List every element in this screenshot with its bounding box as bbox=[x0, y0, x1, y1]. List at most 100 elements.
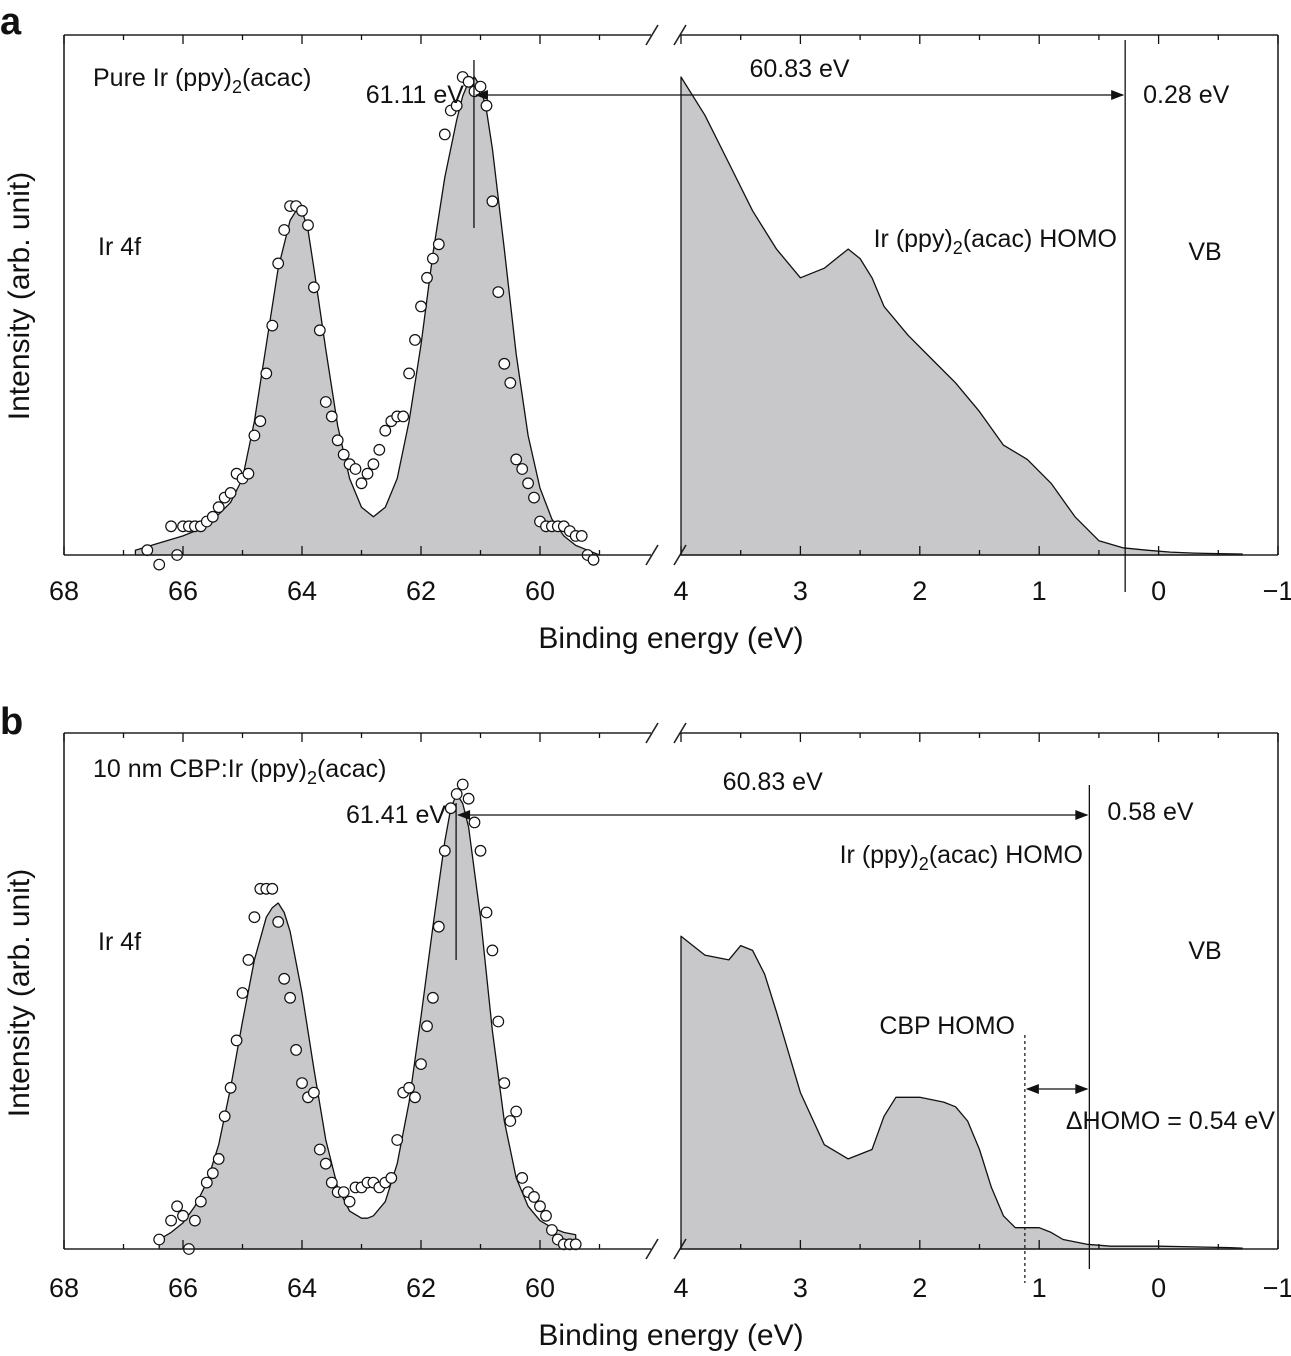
x-tick-label: −1 bbox=[1263, 1273, 1291, 1303]
y-axis-title: Intensity (arb. unit) bbox=[3, 869, 36, 1117]
ir4f-data-point bbox=[432, 920, 445, 933]
ir4f-data-point bbox=[308, 281, 320, 294]
ir4f-data-point bbox=[486, 944, 499, 957]
core-level-label: Ir 4f bbox=[98, 233, 141, 261]
ir4f-data-point bbox=[141, 544, 154, 557]
homo-onset-label: 0.28 eV bbox=[1143, 81, 1230, 109]
ir4f-data-point bbox=[432, 238, 445, 251]
ir4f-data-point bbox=[474, 80, 487, 93]
valence-band-area bbox=[680, 76, 1243, 556]
axis-break-mark-bottom bbox=[645, 1238, 659, 1260]
y-axis-title: Intensity (arb. unit) bbox=[3, 172, 36, 420]
homo-label: Ir (ppy)2(acac) HOMO bbox=[840, 841, 1083, 874]
x-tick-label: 3 bbox=[793, 576, 808, 606]
x-tick-label: 60 bbox=[525, 576, 555, 606]
ir4f-data-point bbox=[278, 224, 291, 236]
homo-label: Ir (ppy)2(acac) HOMO bbox=[874, 225, 1117, 258]
ir4f-data-point bbox=[444, 802, 457, 815]
ir4f-data-point bbox=[343, 1195, 356, 1208]
x-tick-label: 66 bbox=[168, 576, 198, 606]
ir4f-data-point bbox=[516, 463, 529, 475]
axis-break-mark-top bbox=[645, 24, 659, 46]
ir4f-data-point bbox=[474, 844, 487, 857]
axis-break-mark-bottom bbox=[645, 544, 659, 566]
peak-energy-label: 61.11 eV bbox=[366, 81, 465, 109]
cbp-homo-label: CBP HOMO bbox=[879, 1012, 1015, 1040]
x-tick-label: 68 bbox=[49, 1273, 79, 1303]
x-tick-label: 62 bbox=[406, 576, 436, 606]
x-tick-label: 64 bbox=[287, 576, 317, 606]
separation-label: 60.83 eV bbox=[750, 55, 850, 83]
ir4f-data-point bbox=[325, 410, 338, 423]
ir4f-data-point bbox=[480, 906, 493, 919]
x-tick-label: 3 bbox=[793, 1273, 808, 1303]
x-tick-label: −1 bbox=[1263, 576, 1291, 606]
panel-letter: b bbox=[0, 701, 23, 743]
ir4f-data-point bbox=[165, 520, 178, 533]
ir4f-data-point bbox=[415, 1058, 427, 1070]
ir4f-data-point bbox=[510, 1105, 523, 1118]
ir4f-data-point bbox=[510, 453, 523, 466]
ir4f-data-point bbox=[313, 324, 326, 337]
ir4f-data-point bbox=[504, 1115, 517, 1127]
ir4f-data-point bbox=[284, 991, 297, 1004]
ir4f-data-point bbox=[397, 410, 410, 423]
axis-break-mark-top bbox=[673, 24, 687, 46]
panel-b: b 68 66 64 62 60 4 3 2 1 0 −1 Binding energy (eV) Int… bbox=[0, 701, 1291, 1352]
ir4f-data-point bbox=[415, 300, 427, 313]
ir4f-data-point bbox=[498, 357, 511, 370]
ir4f-data-point bbox=[587, 553, 600, 566]
delta-homo-label: ΔHOMO = 0.54 eV bbox=[1066, 1107, 1275, 1135]
valence-band-label: VB bbox=[1188, 937, 1221, 965]
ir4f-data-point bbox=[242, 954, 255, 966]
ir4f-data-point bbox=[534, 1200, 546, 1213]
ir4f-data-point bbox=[367, 458, 380, 471]
ir4f-data-point bbox=[546, 1224, 558, 1236]
ir4f-data-point bbox=[427, 991, 439, 1004]
ir4f-data-point bbox=[498, 1077, 511, 1089]
panel-letter: a bbox=[0, 1, 22, 43]
ir4f-data-point bbox=[421, 1020, 433, 1033]
x-tick-label: 2 bbox=[912, 1273, 927, 1303]
ir4f-data-point bbox=[391, 1134, 404, 1146]
ir4f-data-point bbox=[296, 204, 308, 217]
ir4f-data-point bbox=[468, 816, 481, 829]
ir4f-data-point bbox=[361, 467, 374, 480]
x-tick-label: 0 bbox=[1151, 1273, 1166, 1303]
valence-band-area bbox=[680, 935, 1243, 1250]
ir4f-data-point bbox=[230, 1034, 243, 1047]
ir4f-data-point bbox=[296, 1077, 308, 1089]
ir4f-data-point bbox=[504, 377, 517, 389]
ir4f-data-point bbox=[188, 1214, 201, 1227]
ir4f-data-point bbox=[248, 429, 261, 442]
ir4f-data-point bbox=[403, 367, 416, 380]
x-tick-label: 4 bbox=[673, 576, 688, 606]
x-tick-label: 2 bbox=[912, 576, 927, 606]
ir4f-data-point bbox=[313, 1143, 326, 1156]
axis-break-mark-top bbox=[645, 722, 659, 744]
ir4f-data-point bbox=[492, 286, 505, 299]
sample-label: 10 nm CBP:Ir (ppy)2(acac) bbox=[93, 755, 386, 788]
ir4f-data-point bbox=[421, 271, 433, 284]
ir4f-data-point bbox=[308, 1086, 320, 1099]
ir4f-data-point bbox=[486, 195, 499, 208]
ir4f-data-point bbox=[254, 415, 267, 428]
peak-energy-label: 61.41 eV bbox=[346, 801, 446, 829]
ir4f-data-point bbox=[331, 434, 344, 447]
valence-band-label: VB bbox=[1188, 238, 1221, 266]
ir4f-data-point bbox=[438, 128, 451, 141]
ir4f-data-point bbox=[206, 510, 219, 523]
axis-break-mark-top bbox=[673, 722, 687, 744]
ir4f-data-point bbox=[456, 778, 469, 791]
ir4f-data-point bbox=[319, 396, 332, 408]
ir4f-data-point bbox=[337, 448, 350, 461]
ir4f-data-point bbox=[290, 1043, 303, 1056]
ir4f-data-point bbox=[171, 1200, 184, 1213]
axis-break-mark-bottom bbox=[673, 544, 687, 566]
ir4f-data-point bbox=[272, 257, 285, 270]
ir4f-data-point bbox=[409, 1091, 421, 1104]
ir4f-data-point bbox=[349, 463, 362, 475]
ir4f-data-point bbox=[569, 1238, 582, 1251]
ir4f-data-point bbox=[528, 491, 540, 504]
